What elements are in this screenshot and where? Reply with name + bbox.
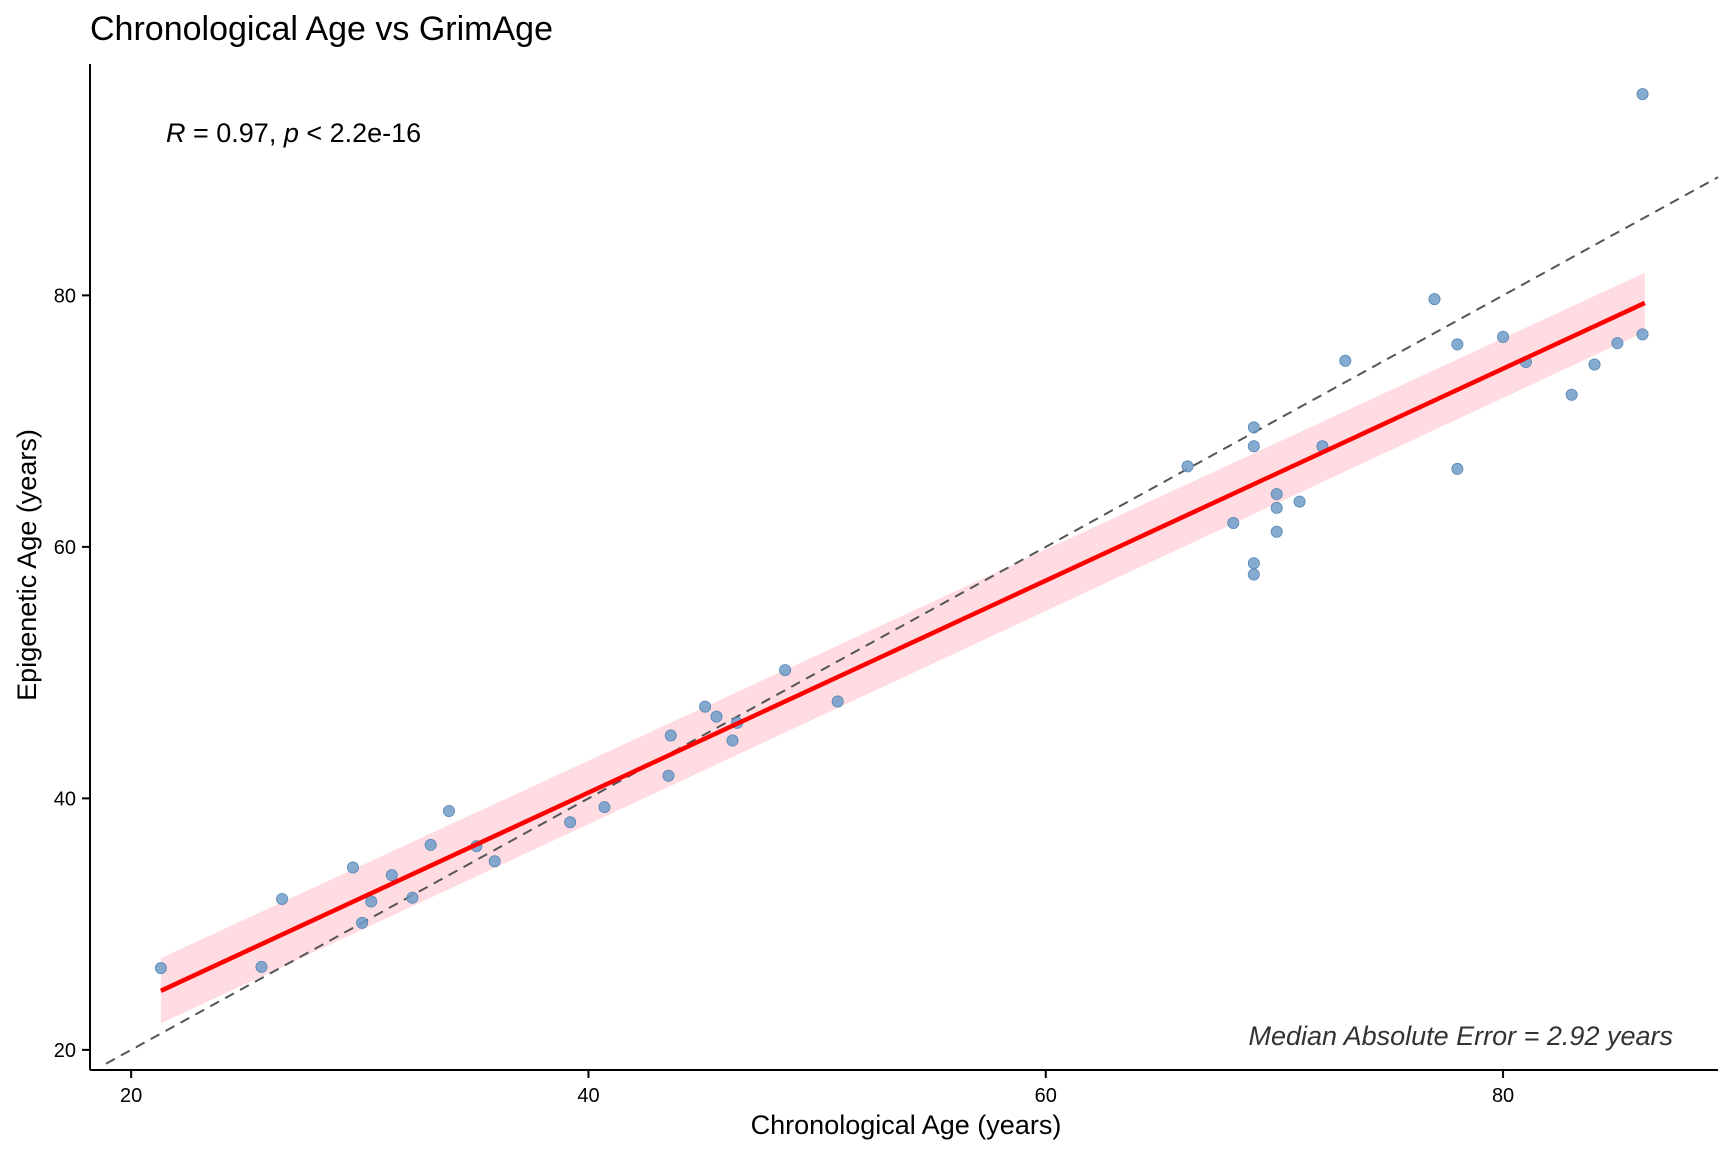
r-value: = 0.97, (186, 118, 284, 148)
x-tick-label: 80 (1492, 1085, 1514, 1107)
data-point (1497, 330, 1510, 343)
data-point (1636, 88, 1649, 101)
data-point (1270, 501, 1283, 514)
data-point (699, 700, 712, 713)
data-point (1428, 293, 1441, 306)
data-point (356, 916, 369, 929)
data-point (442, 804, 455, 817)
data-point (1451, 338, 1464, 351)
data-point (1451, 462, 1464, 475)
data-point (1293, 495, 1306, 508)
identity-line (105, 176, 1719, 1065)
chart-title: Chronological Age vs GrimAge (90, 10, 553, 48)
y-tick-label: 40 (54, 788, 76, 810)
data-point (710, 710, 723, 723)
y-tick-label: 20 (54, 1040, 76, 1062)
data-point (1636, 328, 1649, 341)
r-symbol: R (166, 118, 186, 148)
p-value: < 2.2e-16 (299, 118, 421, 148)
data-point (1181, 460, 1194, 473)
data-point (1588, 358, 1601, 371)
y-tick-label: 80 (54, 285, 76, 307)
data-point (154, 962, 167, 975)
y-axis-title: Epigenetic Age (years) (12, 429, 42, 701)
data-point (564, 816, 577, 829)
data-point (1227, 516, 1240, 529)
data-point (1339, 354, 1352, 367)
x-tick-label: 60 (1035, 1085, 1057, 1107)
data-point (424, 838, 437, 851)
data-point (726, 734, 739, 747)
y-tick-label: 60 (54, 537, 76, 559)
data-point (406, 891, 419, 904)
data-point (365, 895, 378, 908)
x-tick-label: 40 (577, 1085, 599, 1107)
data-point (1270, 488, 1283, 501)
data-point (1565, 388, 1578, 401)
data-point (831, 695, 844, 708)
x-tick-label: 20 (120, 1085, 142, 1107)
x-axis-ticks: 20 40 60 80 (120, 1070, 1514, 1107)
data-point (276, 892, 289, 905)
mae-annotation: Median Absolute Error = 2.92 years (1249, 1021, 1673, 1051)
x-axis-title: Chronological Age (years) (751, 1110, 1062, 1140)
data-point (664, 729, 677, 742)
y-axis-ticks: 20 40 60 80 (54, 285, 90, 1062)
data-point (1270, 525, 1283, 538)
data-point (1247, 421, 1260, 434)
data-point (1247, 440, 1260, 453)
data-point (488, 855, 501, 868)
data-points (154, 88, 1649, 975)
data-point (385, 869, 398, 882)
correlation-annotation: R = 0.97, p < 2.2e-16 (166, 118, 421, 148)
data-point (662, 769, 675, 782)
p-symbol: p (283, 118, 299, 148)
data-point (255, 960, 268, 973)
regression-line (159, 300, 1646, 993)
data-point (346, 861, 359, 874)
data-point (1247, 568, 1260, 581)
data-point (598, 801, 611, 814)
data-point (1611, 337, 1624, 350)
data-point (779, 664, 792, 677)
data-point (1247, 557, 1260, 570)
plot-area (105, 88, 1719, 1065)
